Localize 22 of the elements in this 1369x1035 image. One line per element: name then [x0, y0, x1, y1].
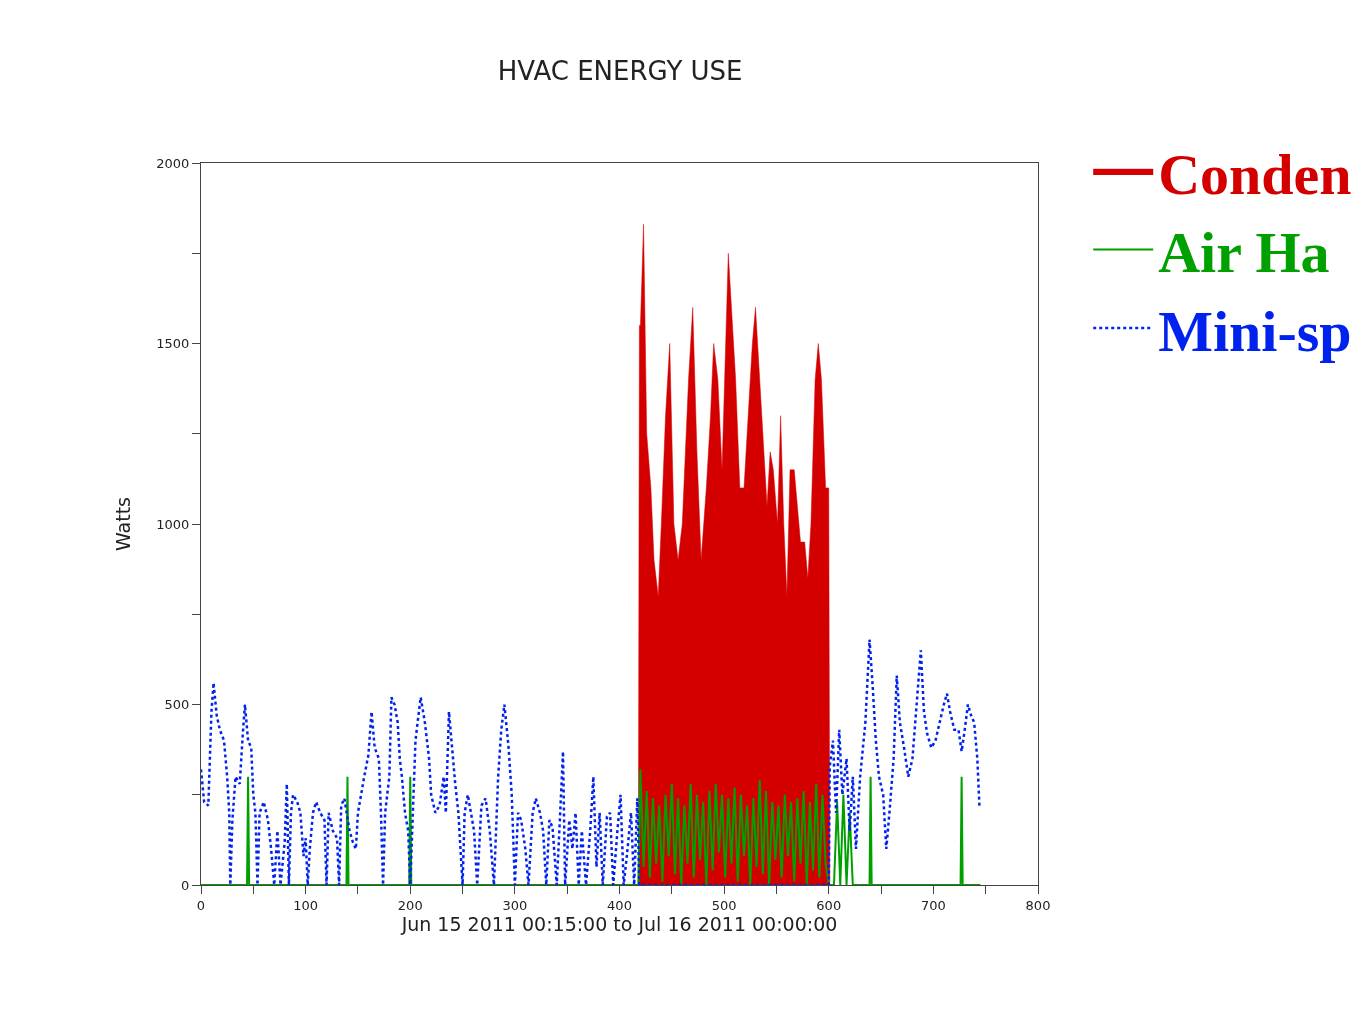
- y-tick-label: 1000: [156, 516, 190, 532]
- x-tick-label: 200: [397, 897, 423, 913]
- chart-title: HVAC ENERGY USE: [497, 56, 743, 87]
- x-tick-label: 0: [196, 897, 206, 913]
- legend-label: Air Ha: [1158, 220, 1330, 286]
- y-axis-title: Watts: [112, 496, 135, 552]
- x-tick-label: 100: [293, 897, 319, 913]
- y-tick-label: 2000: [156, 155, 190, 171]
- y-tick-label: 500: [164, 697, 190, 713]
- x-tick-label: 800: [1025, 897, 1051, 913]
- x-tick-label: 500: [711, 897, 737, 913]
- legend-label: Mini-sp: [1158, 298, 1352, 364]
- line-series: [201, 768, 982, 885]
- y-tick-label: 1500: [156, 336, 190, 352]
- x-tick-label: 400: [607, 897, 632, 913]
- x-tick-label: 700: [920, 897, 946, 913]
- x-tick-label: 300: [502, 897, 528, 913]
- legend-label: Conden: [1158, 141, 1352, 207]
- line-series: [201, 638, 981, 885]
- x-tick-label: 600: [816, 897, 842, 913]
- x-axis-title: Jun 15 2011 00:15:00 to Jul 16 2011 00:00:00: [400, 912, 838, 935]
- y-tick-label: 0: [181, 877, 190, 893]
